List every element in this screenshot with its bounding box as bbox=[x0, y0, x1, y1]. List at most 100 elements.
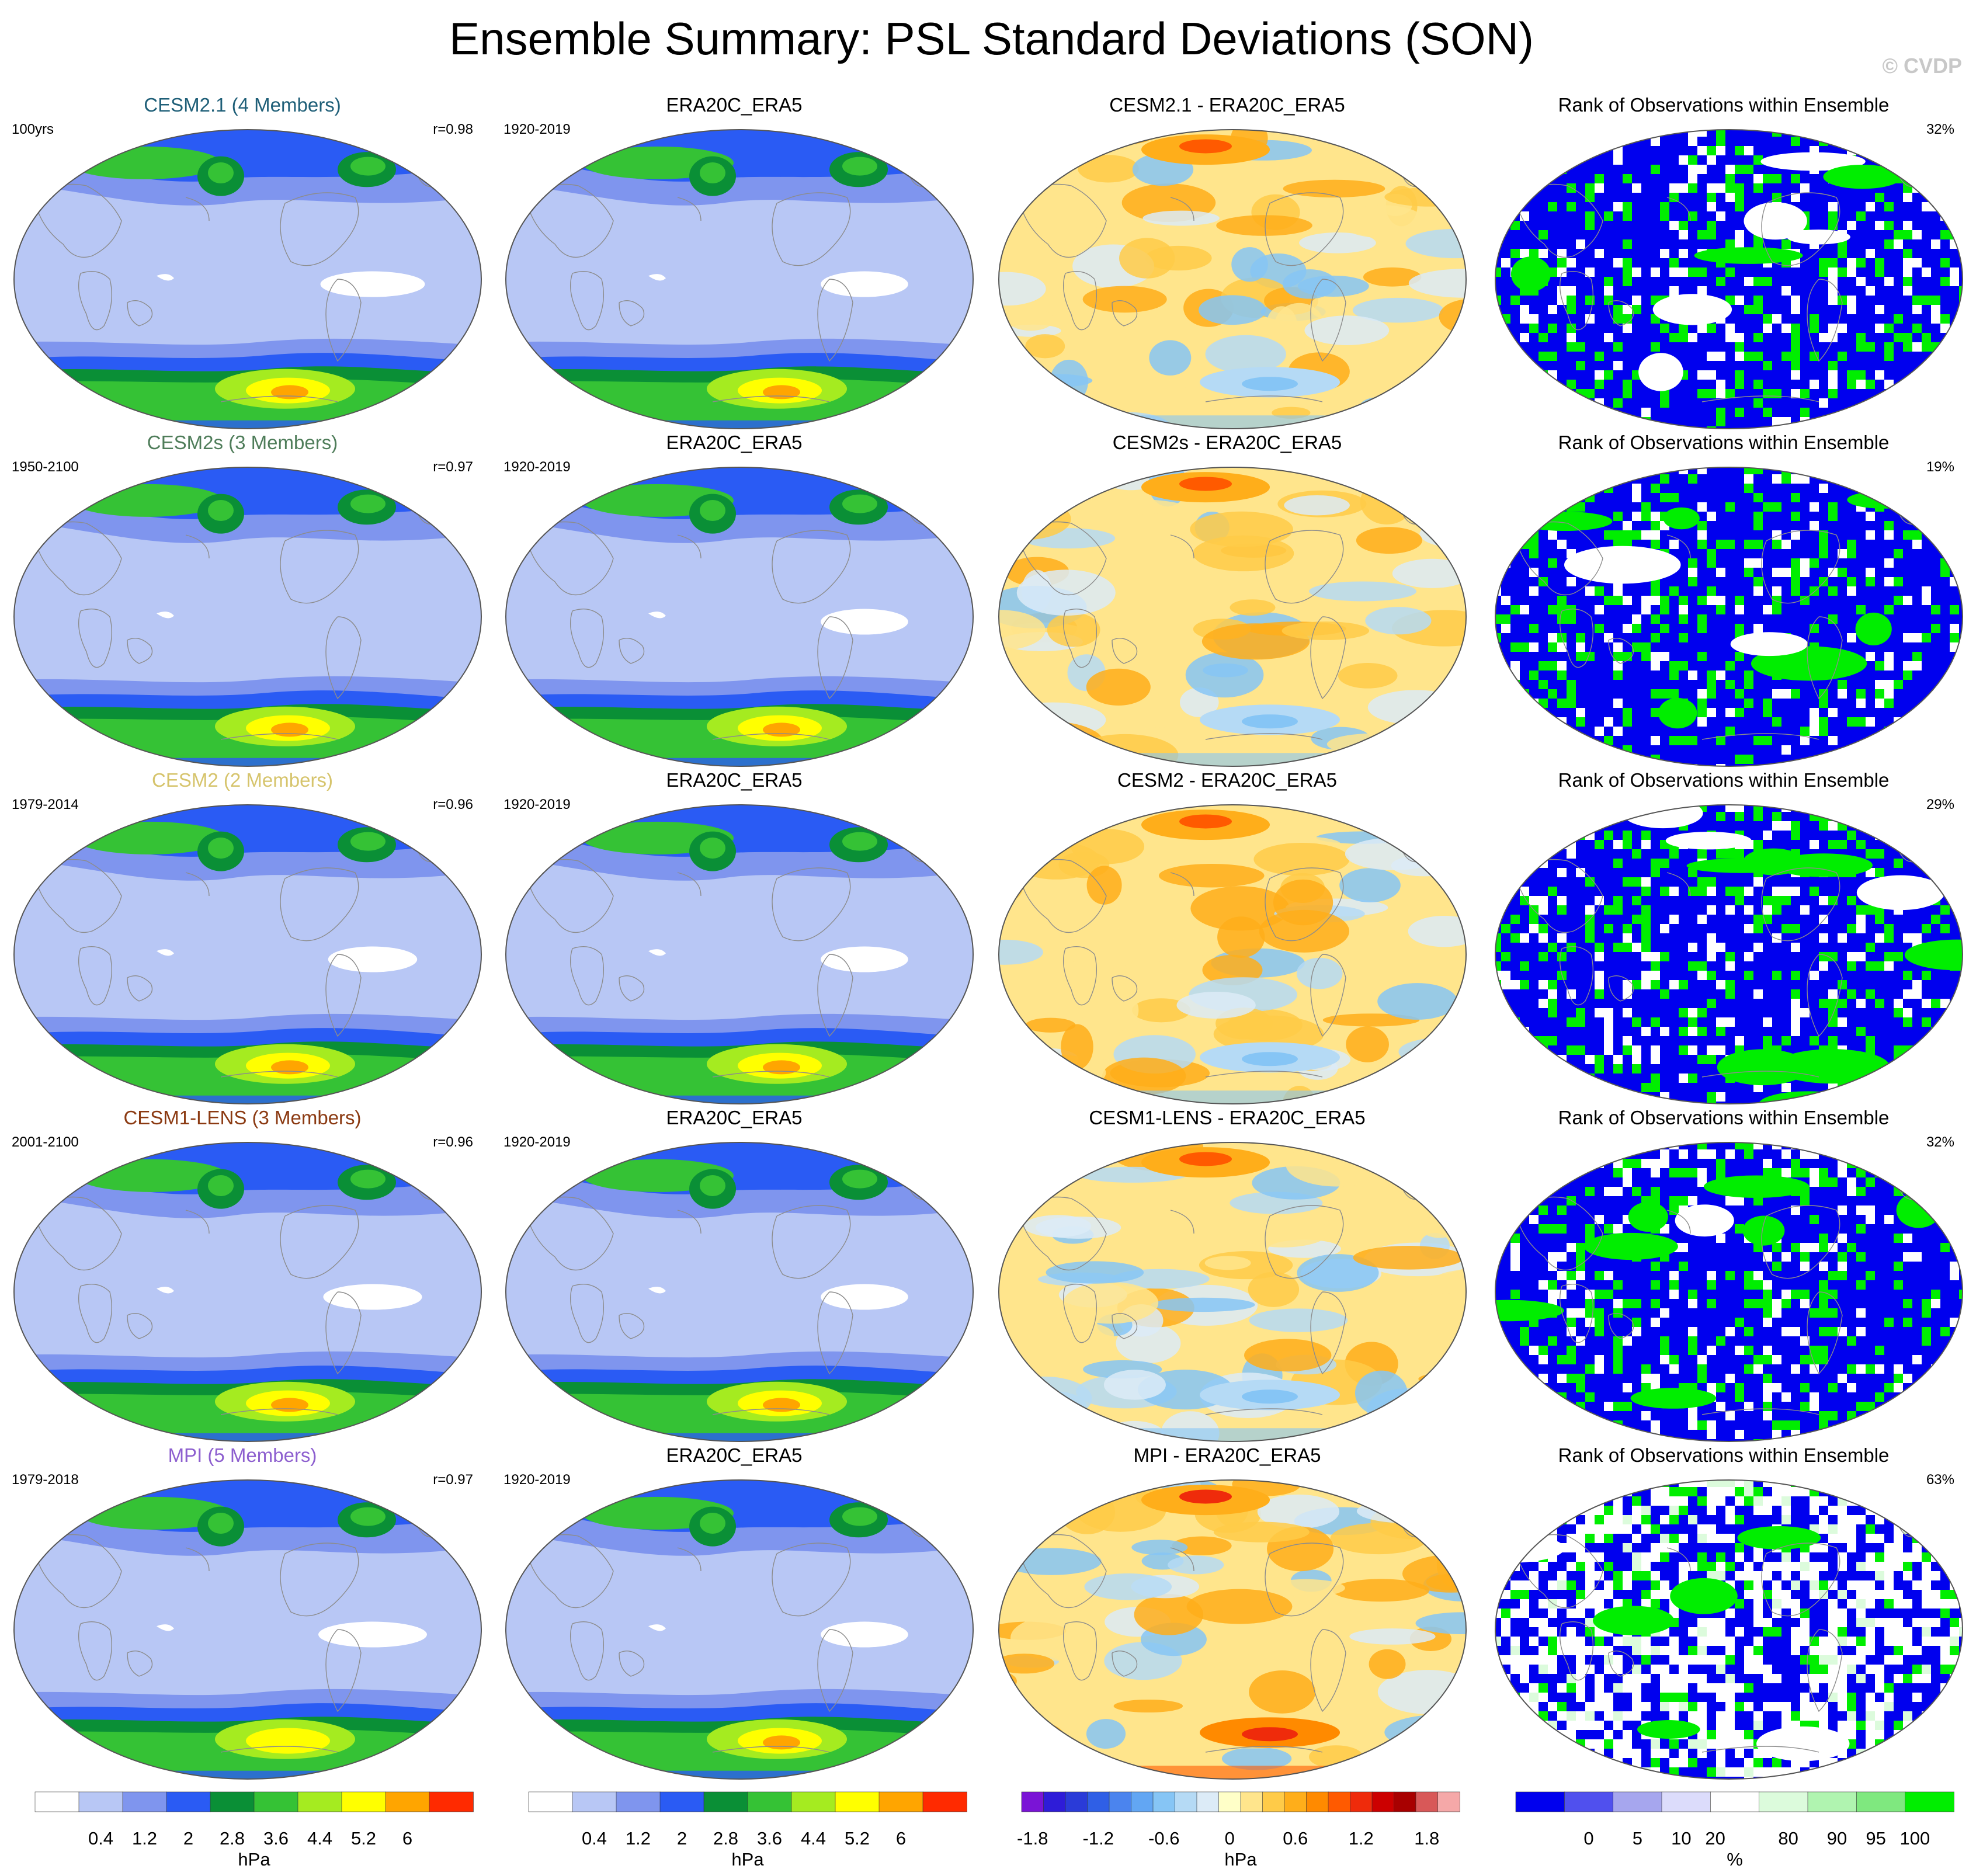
map-rank-svg bbox=[1495, 1479, 1963, 1780]
panel-title: CESM2.1 - ERA20C_ERA5 bbox=[1109, 94, 1345, 116]
colorbar-swatch bbox=[1564, 1791, 1614, 1812]
map-obs bbox=[502, 1478, 977, 1781]
colorbar-swatch bbox=[1759, 1791, 1808, 1812]
map-field bbox=[1495, 130, 1963, 429]
map-border bbox=[505, 1479, 974, 1780]
colorbar-swatch bbox=[572, 1791, 617, 1812]
colorbar-swatch bbox=[922, 1791, 967, 1812]
map-obs-svg bbox=[505, 1479, 974, 1780]
period-label: 100yrs bbox=[12, 121, 54, 137]
obs-period-label: 1920-2019 bbox=[503, 1134, 571, 1150]
colorbar-swatch bbox=[878, 1791, 923, 1812]
map-border bbox=[998, 129, 1467, 429]
map-border bbox=[998, 1479, 1467, 1780]
map-diff-svg bbox=[998, 1142, 1467, 1442]
map-field bbox=[506, 1142, 973, 1441]
map-border bbox=[13, 804, 482, 1104]
colorbar-tick-label: -0.6 bbox=[1148, 1828, 1180, 1849]
colorbar-swatch bbox=[1175, 1791, 1197, 1812]
map-border bbox=[1495, 1479, 1963, 1780]
colorbar-tick-label: 3.6 bbox=[263, 1828, 289, 1849]
map-rank bbox=[1492, 1478, 1966, 1781]
panel-rank-row-1: Rank of Observations within Ensemble 32% bbox=[1481, 93, 1966, 431]
colorbar-swatch bbox=[1328, 1791, 1351, 1812]
panel-title: ERA20C_ERA5 bbox=[666, 769, 803, 791]
rank-percent-label: 19% bbox=[1926, 459, 1954, 475]
map-diff bbox=[995, 1478, 1470, 1781]
correlation-label: r=0.96 bbox=[433, 797, 473, 812]
colorbar-tick-label: 1.8 bbox=[1414, 1828, 1440, 1849]
map-field bbox=[506, 1480, 973, 1779]
colorbar-tick-label: 5.2 bbox=[844, 1828, 870, 1849]
map-field bbox=[1495, 805, 1963, 1104]
colorbar-swatch bbox=[34, 1791, 79, 1812]
map-rank-svg bbox=[1495, 467, 1963, 767]
colorbar-tick-label: 0.6 bbox=[1283, 1828, 1308, 1849]
map-border bbox=[505, 467, 974, 767]
colorbar-tick-label: 80 bbox=[1778, 1828, 1798, 1849]
colorbar-tick-label: 4.4 bbox=[307, 1828, 333, 1849]
map-rank bbox=[1492, 802, 1966, 1106]
colorbar-swatches bbox=[1021, 1791, 1460, 1812]
map-model-svg bbox=[13, 467, 482, 767]
map-field bbox=[506, 130, 973, 429]
panel-obs-row-2: ERA20C_ERA5 1920-2019 bbox=[492, 431, 977, 769]
map-border bbox=[1495, 1142, 1963, 1442]
colorbar-swatch bbox=[429, 1791, 474, 1812]
rank-percent-label: 29% bbox=[1926, 797, 1954, 812]
colorbar-tick-label: 0 bbox=[1583, 1828, 1594, 1849]
colorbar-tick-label: 2.8 bbox=[713, 1828, 739, 1849]
map-rank bbox=[1492, 1140, 1966, 1444]
map-border bbox=[998, 1142, 1467, 1442]
map-field bbox=[1495, 467, 1963, 766]
map-diff-svg bbox=[998, 1479, 1467, 1780]
panel-title: CESM2s (3 Members) bbox=[147, 432, 338, 453]
map-field bbox=[14, 467, 481, 766]
rank-percent-label: 32% bbox=[1926, 121, 1954, 137]
panel-title: ERA20C_ERA5 bbox=[666, 1444, 803, 1466]
map-obs bbox=[502, 465, 977, 769]
panel-title: Rank of Observations within Ensemble bbox=[1558, 769, 1890, 791]
figure-title: Ensemble Summary: PSL Standard Deviation… bbox=[449, 13, 1534, 64]
map-field bbox=[1495, 1142, 1963, 1441]
colorbar-swatch bbox=[1043, 1791, 1066, 1812]
map-field bbox=[999, 1480, 1466, 1779]
panel-diff-row-1: CESM2.1 - ERA20C_ERA5 bbox=[985, 93, 1470, 431]
map-field bbox=[999, 805, 1466, 1104]
colorbar-2: 0.4 1.2 2 2.8 3.6 4.4 5.2 6 hPa bbox=[526, 1788, 970, 1876]
colorbar-swatch bbox=[1284, 1791, 1307, 1812]
period-label: 2001-2100 bbox=[12, 1134, 79, 1150]
panel-title: CESM2s - ERA20C_ERA5 bbox=[1112, 432, 1342, 453]
panel-rank-row-2: Rank of Observations within Ensemble 19% bbox=[1481, 431, 1966, 769]
map-rank bbox=[1492, 465, 1966, 769]
colorbar-swatch bbox=[385, 1791, 430, 1812]
panel-title: CESM2.1 (4 Members) bbox=[144, 94, 341, 116]
map-diff-svg bbox=[998, 467, 1467, 767]
map-border bbox=[13, 467, 482, 767]
colorbar-swatch bbox=[1515, 1791, 1565, 1812]
panel-model-row-1: CESM2.1 (4 Members) 100yrs r=0.98 bbox=[0, 93, 485, 431]
map-diff bbox=[995, 802, 1470, 1106]
obs-period-label: 1920-2019 bbox=[503, 121, 571, 137]
colorbar-swatch bbox=[1394, 1791, 1416, 1812]
map-field bbox=[999, 130, 1466, 429]
colorbar-tick-label: 5.2 bbox=[350, 1828, 377, 1849]
map-border bbox=[505, 804, 974, 1104]
colorbar-swatch bbox=[1415, 1791, 1439, 1812]
map-border bbox=[505, 1142, 974, 1442]
colorbar-swatch bbox=[703, 1791, 748, 1812]
colorbar-swatch bbox=[297, 1791, 342, 1812]
colorbar-tick-label: 6 bbox=[402, 1828, 413, 1849]
map-field bbox=[14, 130, 481, 429]
map-model bbox=[11, 465, 485, 769]
correlation-label: r=0.97 bbox=[433, 459, 473, 475]
map-model-svg bbox=[13, 804, 482, 1104]
obs-period-label: 1920-2019 bbox=[503, 797, 571, 812]
colorbar-4: 0 5 10 20 80 90 95 100% bbox=[1513, 1788, 1957, 1876]
map-obs bbox=[502, 127, 977, 431]
panel-rank-row-5: Rank of Observations within Ensemble 63% bbox=[1481, 1444, 1966, 1781]
colorbar-unit-label: hPa bbox=[731, 1849, 764, 1870]
colorbar-swatch bbox=[1661, 1791, 1711, 1812]
colorbar-swatch bbox=[1152, 1791, 1176, 1812]
panel-model-row-5: MPI (5 Members) 1979-2018 r=0.97 bbox=[0, 1444, 485, 1781]
